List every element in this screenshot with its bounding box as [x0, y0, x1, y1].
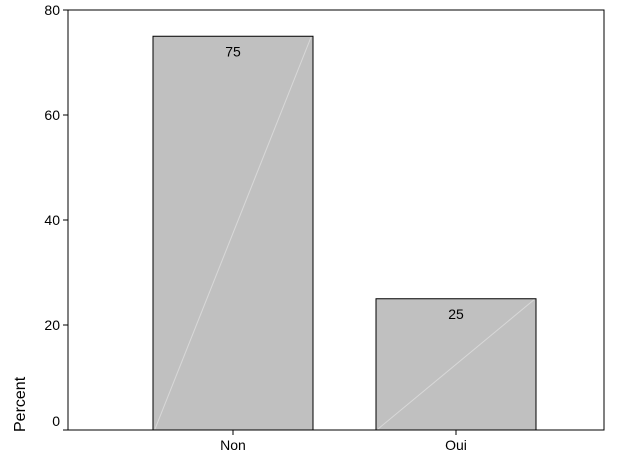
y-tick-label: 40: [44, 212, 60, 228]
bar-diagonal-oui: [377, 299, 535, 430]
y-axis-ticks: 0 20 40 60 80: [44, 2, 68, 431]
x-tick-label: Non: [220, 437, 246, 453]
data-label-non: 75: [225, 43, 241, 59]
data-labels: 75 25: [225, 43, 464, 322]
y-axis-title: Percent: [12, 376, 29, 432]
data-label-oui: 25: [448, 306, 464, 322]
y-tick-label: 20: [44, 317, 60, 333]
bar-diagonal-non: [154, 37, 312, 430]
x-axis-ticks: Non Oui: [220, 430, 467, 453]
y-tick-label: 60: [44, 107, 60, 123]
y-tick-label: 0: [52, 413, 60, 429]
y-tick-label: 80: [44, 2, 60, 18]
x-tick-label: Oui: [445, 437, 467, 453]
